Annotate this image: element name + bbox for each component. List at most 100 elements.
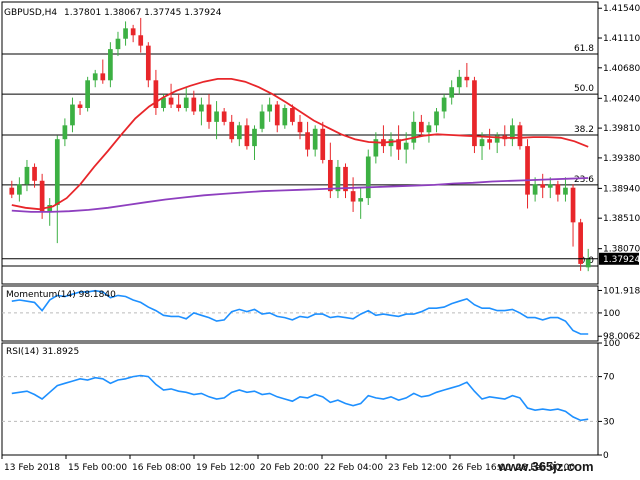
time-axis-label: 26 Feb 16:00 <box>452 463 511 473</box>
rsi-panel-axis-label: 30 <box>603 417 615 427</box>
fib-level-label: 38.2 <box>574 125 594 135</box>
candle-down <box>343 166 348 192</box>
price-axis-label: 1.38510 <box>603 214 640 224</box>
candle-up <box>123 28 128 39</box>
time-axis-label: 28 Feb 00:00 <box>516 463 575 473</box>
candle-up <box>115 38 121 50</box>
time-axis-label: 20 Feb 20:00 <box>260 463 319 473</box>
fib-level-label: 50.0 <box>574 84 594 94</box>
candle-down <box>320 128 326 160</box>
candle-up <box>365 156 371 199</box>
candle-down <box>578 222 583 264</box>
price-axis-label: 1.40240 <box>603 94 640 104</box>
candle-down <box>487 139 492 143</box>
candle-up <box>85 80 90 109</box>
candle-up <box>411 121 417 143</box>
symbol-label: GBPUSD,H4 <box>4 8 57 18</box>
candle-down <box>472 80 477 147</box>
time-axis-label: 15 Feb 00:00 <box>68 463 127 473</box>
candle-down <box>130 28 136 36</box>
rsi-panel-title: RSI(14) 31.8925 <box>6 347 79 357</box>
rsi-panel-line <box>11 374 589 422</box>
mom-panel-axis-label: 100 <box>603 309 620 319</box>
candle-up <box>183 97 189 109</box>
candle-up <box>426 125 432 133</box>
candle-up <box>510 125 515 140</box>
candle-up <box>199 104 204 112</box>
fib-level-label: 23.6 <box>574 175 594 185</box>
candle-down <box>327 159 333 192</box>
candle-up <box>547 184 553 188</box>
candle-down <box>517 125 523 147</box>
price-axis-label: 1.38940 <box>603 184 640 194</box>
candle-up <box>532 184 538 195</box>
candle-up <box>494 135 500 143</box>
time-axis-label: 19 Feb 12:00 <box>196 463 255 473</box>
candle-down <box>297 121 303 133</box>
fast-moving-average-line <box>11 78 589 211</box>
price-axis-label: 1.41540 <box>603 4 640 14</box>
candle-down <box>350 191 356 202</box>
candle-up <box>92 73 98 81</box>
current-price-box <box>599 252 639 265</box>
rsi-panel-frame <box>1 342 599 456</box>
candle-up <box>282 108 288 126</box>
candle-down <box>221 111 227 122</box>
candle-down <box>206 104 212 122</box>
candle-down <box>77 104 83 109</box>
candle-down <box>305 132 310 150</box>
time-axis: 13 Feb 2018 15 Feb 00:00 16 Feb 08:00 19 Fe… <box>1 455 575 473</box>
candle-down <box>540 184 546 188</box>
candle-up <box>259 111 265 129</box>
price-axis-label: 1.38070 <box>603 245 640 255</box>
watermark-text: www.365jz.com <box>497 459 594 474</box>
candle-down <box>39 180 45 212</box>
candle-down <box>418 121 424 133</box>
candle-down <box>244 125 250 147</box>
candle-down <box>9 187 15 195</box>
time-axis-label: 22 Feb 04:00 <box>324 463 383 473</box>
candle-down <box>145 45 151 81</box>
rsi-panel[interactable]: 100 70 30 0 RSI(14) 31.8925 <box>1 339 620 461</box>
candle-down <box>570 187 576 223</box>
candle-up <box>24 166 30 185</box>
candle-down <box>525 146 530 195</box>
candle-down <box>168 97 174 105</box>
candle-down <box>138 35 144 46</box>
rsi-panel-axis-label: 100 <box>603 339 620 349</box>
price-axis-label: 1.41110 <box>603 34 640 44</box>
candle-up <box>312 128 318 150</box>
price-panel[interactable]: 61.850.038.223.60.01.415401.411101.40680… <box>1 1 640 285</box>
candle-up <box>17 184 22 195</box>
mom-panel-frame <box>1 285 599 342</box>
candle-down <box>176 104 182 109</box>
ohlc-label: 1.37801 1.38067 1.37745 1.37924 <box>64 8 222 18</box>
time-axis-label: 23 Feb 12:00 <box>388 463 447 473</box>
candle-up <box>108 49 113 81</box>
current-price-label: 1.37924 <box>603 255 640 265</box>
candle-down <box>32 166 37 181</box>
price-axis-label: 1.39810 <box>603 124 640 134</box>
candle-up <box>449 87 455 98</box>
candle-up <box>47 205 53 212</box>
time-axis-label: 16 Feb 08:00 <box>132 463 191 473</box>
candle-up <box>161 97 166 109</box>
price-axis-label: 1.40680 <box>603 64 640 74</box>
candle-up <box>441 97 447 112</box>
candle-down <box>464 76 470 81</box>
fib-level-label: 61.8 <box>574 44 594 54</box>
price-axis-label: 1.39380 <box>603 154 640 164</box>
mom-panel-axis-label: 101.9189 <box>603 286 640 296</box>
candle-up <box>456 76 462 88</box>
time-axis-label: 13 Feb 2018 <box>4 463 60 473</box>
candle-down <box>229 121 235 140</box>
candle-up <box>373 139 379 157</box>
momentum-panel[interactable]: 101.9189 100 98.0062 Momentum(14) 98.1840 <box>1 285 640 342</box>
candle-down <box>153 80 159 109</box>
mom-panel-axis-label: 98.0062 <box>603 332 640 342</box>
candle-up <box>62 125 68 140</box>
candle-up <box>335 166 341 192</box>
candle-up <box>214 111 219 122</box>
